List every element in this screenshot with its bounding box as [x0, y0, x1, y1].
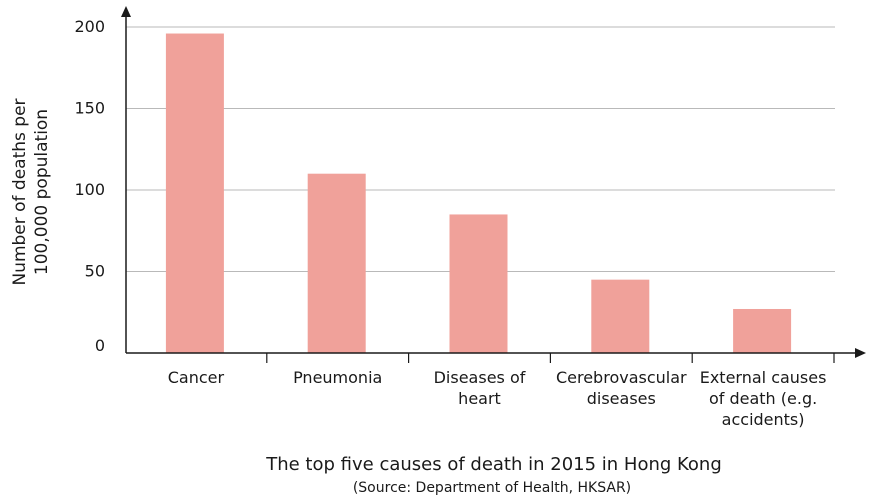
category-labels: Cancer Pneumonia Diseases of heart Cerebrova… [168, 368, 827, 429]
y-tick-label: 100 [74, 180, 105, 199]
y-tick-label: 200 [74, 17, 105, 36]
bar [449, 214, 508, 353]
x-axis-arrow [855, 348, 866, 358]
y-tick-label: 150 [74, 99, 105, 118]
x-axis-title: The top five causes of death in 2015 in … [265, 454, 722, 475]
tick-labels: 0 50 100 150 200 [74, 17, 105, 355]
y-axis-label: Number of deaths per 100,000 population [10, 98, 52, 285]
bar [165, 33, 224, 354]
x-category-label: Cancer [168, 368, 225, 387]
axes [121, 6, 866, 363]
x-category-label: Pneumonia [293, 368, 382, 387]
y-tick-label: 50 [85, 262, 105, 281]
bars [165, 33, 792, 354]
y-axis-arrow [121, 6, 131, 17]
source-note: (Source: Department of Health, HKSAR) [353, 480, 631, 496]
y-tick-label: 0 [95, 336, 105, 355]
x-category-label: Cerebrovascular diseases [556, 368, 687, 408]
bar [591, 279, 650, 353]
bar [307, 173, 366, 353]
bar [733, 308, 792, 353]
x-category-label: Diseases of heart [434, 368, 526, 408]
x-category-label: External causes of death (e.g. accidents) [700, 368, 827, 429]
